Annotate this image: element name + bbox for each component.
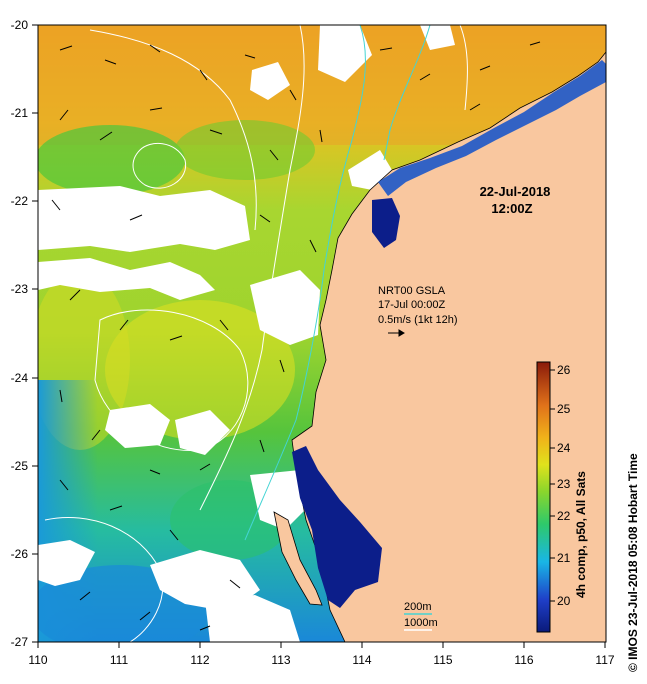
shark-bay-water — [292, 446, 382, 608]
peninsula — [273, 511, 323, 606]
y-tick-label: -22 — [11, 194, 29, 208]
colorbar-label: 20 — [557, 594, 571, 608]
depth-legend-1000m: 1000m — [404, 617, 438, 629]
yellow-patch — [105, 300, 295, 440]
x-tick-label: 110 — [28, 653, 47, 667]
colorbar-label: 25 — [557, 402, 571, 416]
colorbar-label: 23 — [557, 477, 571, 491]
x-tick-label: 116 — [514, 653, 533, 667]
colorbar-ticks — [550, 369, 555, 602]
y-tick-label: -25 — [11, 459, 29, 473]
y-tick-label: -24 — [11, 371, 29, 385]
y-tick-label: -23 — [11, 282, 29, 296]
x-axis: 110 111 112 113 114 115 116 117 — [28, 642, 615, 667]
y-tick-label: -21 — [11, 106, 29, 120]
current-scale-label: 0.5m/s (1kt 12h) — [378, 314, 457, 326]
y-tick-label: -27 — [11, 635, 29, 649]
exmouth-gulf-water — [372, 198, 400, 248]
colorbar-title: 4h comp, p50, All Sats — [574, 471, 588, 598]
y-tick-label: -20 — [11, 18, 29, 32]
current-vectors — [51, 41, 541, 631]
date-label: 22-Jul-2018 — [480, 184, 551, 199]
colorbar — [536, 361, 551, 633]
x-tick-label: 114 — [352, 653, 371, 667]
colorbar-label: 21 — [557, 551, 571, 565]
x-tick-label: 113 — [271, 653, 290, 667]
current-scale-arrow — [388, 329, 405, 337]
green-patch — [38, 125, 185, 195]
depth-legend-200m: 200m — [404, 601, 432, 613]
green-patch — [175, 120, 315, 180]
colorbar-label: 26 — [557, 363, 571, 377]
y-axis: -20 -21 -22 -23 -24 -25 -26 -27 — [11, 18, 38, 649]
x-tick-label: 111 — [110, 653, 129, 667]
x-tick-label: 115 — [433, 653, 452, 667]
time-label: 12:00Z — [491, 201, 532, 216]
colorbar-label: 24 — [557, 441, 571, 455]
depth-contours — [44, 25, 468, 642]
map-area — [38, 25, 606, 642]
map-frame — [37, 24, 607, 643]
colorbar-label: 22 — [557, 509, 571, 523]
coastal-cool-band — [378, 60, 606, 196]
current-source-label: NRT00 GSLA — [378, 285, 446, 297]
x-tick-label: 117 — [595, 653, 614, 667]
current-date-label: 17-Jul 00:00Z — [378, 299, 446, 311]
credit-text: © IMOS 23-Jul-2018 05:08 Hobart Time — [626, 453, 640, 672]
y-tick-label: -26 — [11, 547, 29, 561]
x-tick-label: 112 — [190, 653, 209, 667]
cloud-mask — [38, 25, 455, 642]
